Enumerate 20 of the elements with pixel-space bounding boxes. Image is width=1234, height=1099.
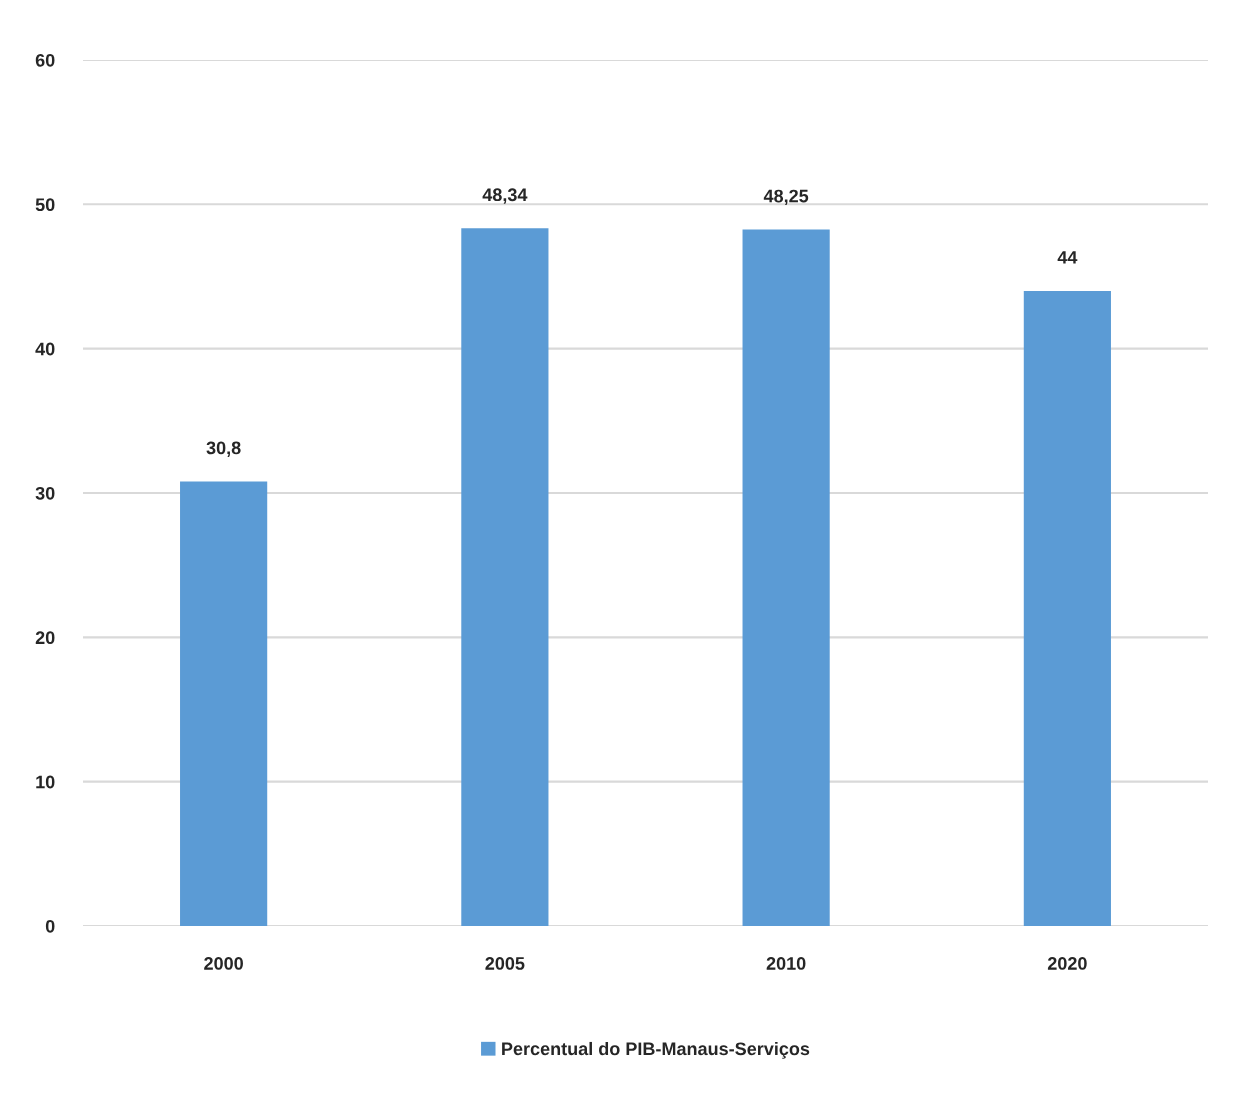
y-tick-label: 20 xyxy=(35,631,55,645)
bar xyxy=(742,229,830,926)
y-tick-label: 50 xyxy=(35,198,55,212)
x-tick-label: 2000 xyxy=(204,957,243,970)
legend-label: Percentual do PIB-Manaus-Serviços xyxy=(502,1041,810,1059)
data-label: 48,34 xyxy=(482,188,528,204)
data-label: 30,8 xyxy=(206,441,241,457)
y-tick-label: 0 xyxy=(45,919,55,933)
bar xyxy=(461,228,549,926)
y-tick-label: 10 xyxy=(36,775,55,789)
data-label: 48,25 xyxy=(763,189,809,206)
y-tick-label: 40 xyxy=(35,342,55,356)
x-tick-label: 2020 xyxy=(1047,957,1087,970)
bar xyxy=(1023,290,1111,926)
bar xyxy=(180,481,268,926)
y-tick-label: 30 xyxy=(35,486,55,500)
x-tick-label: 2005 xyxy=(485,957,525,970)
data-label: 44 xyxy=(1057,251,1078,264)
y-tick-label: 60 xyxy=(35,53,55,67)
x-tick-label: 2010 xyxy=(766,957,806,970)
